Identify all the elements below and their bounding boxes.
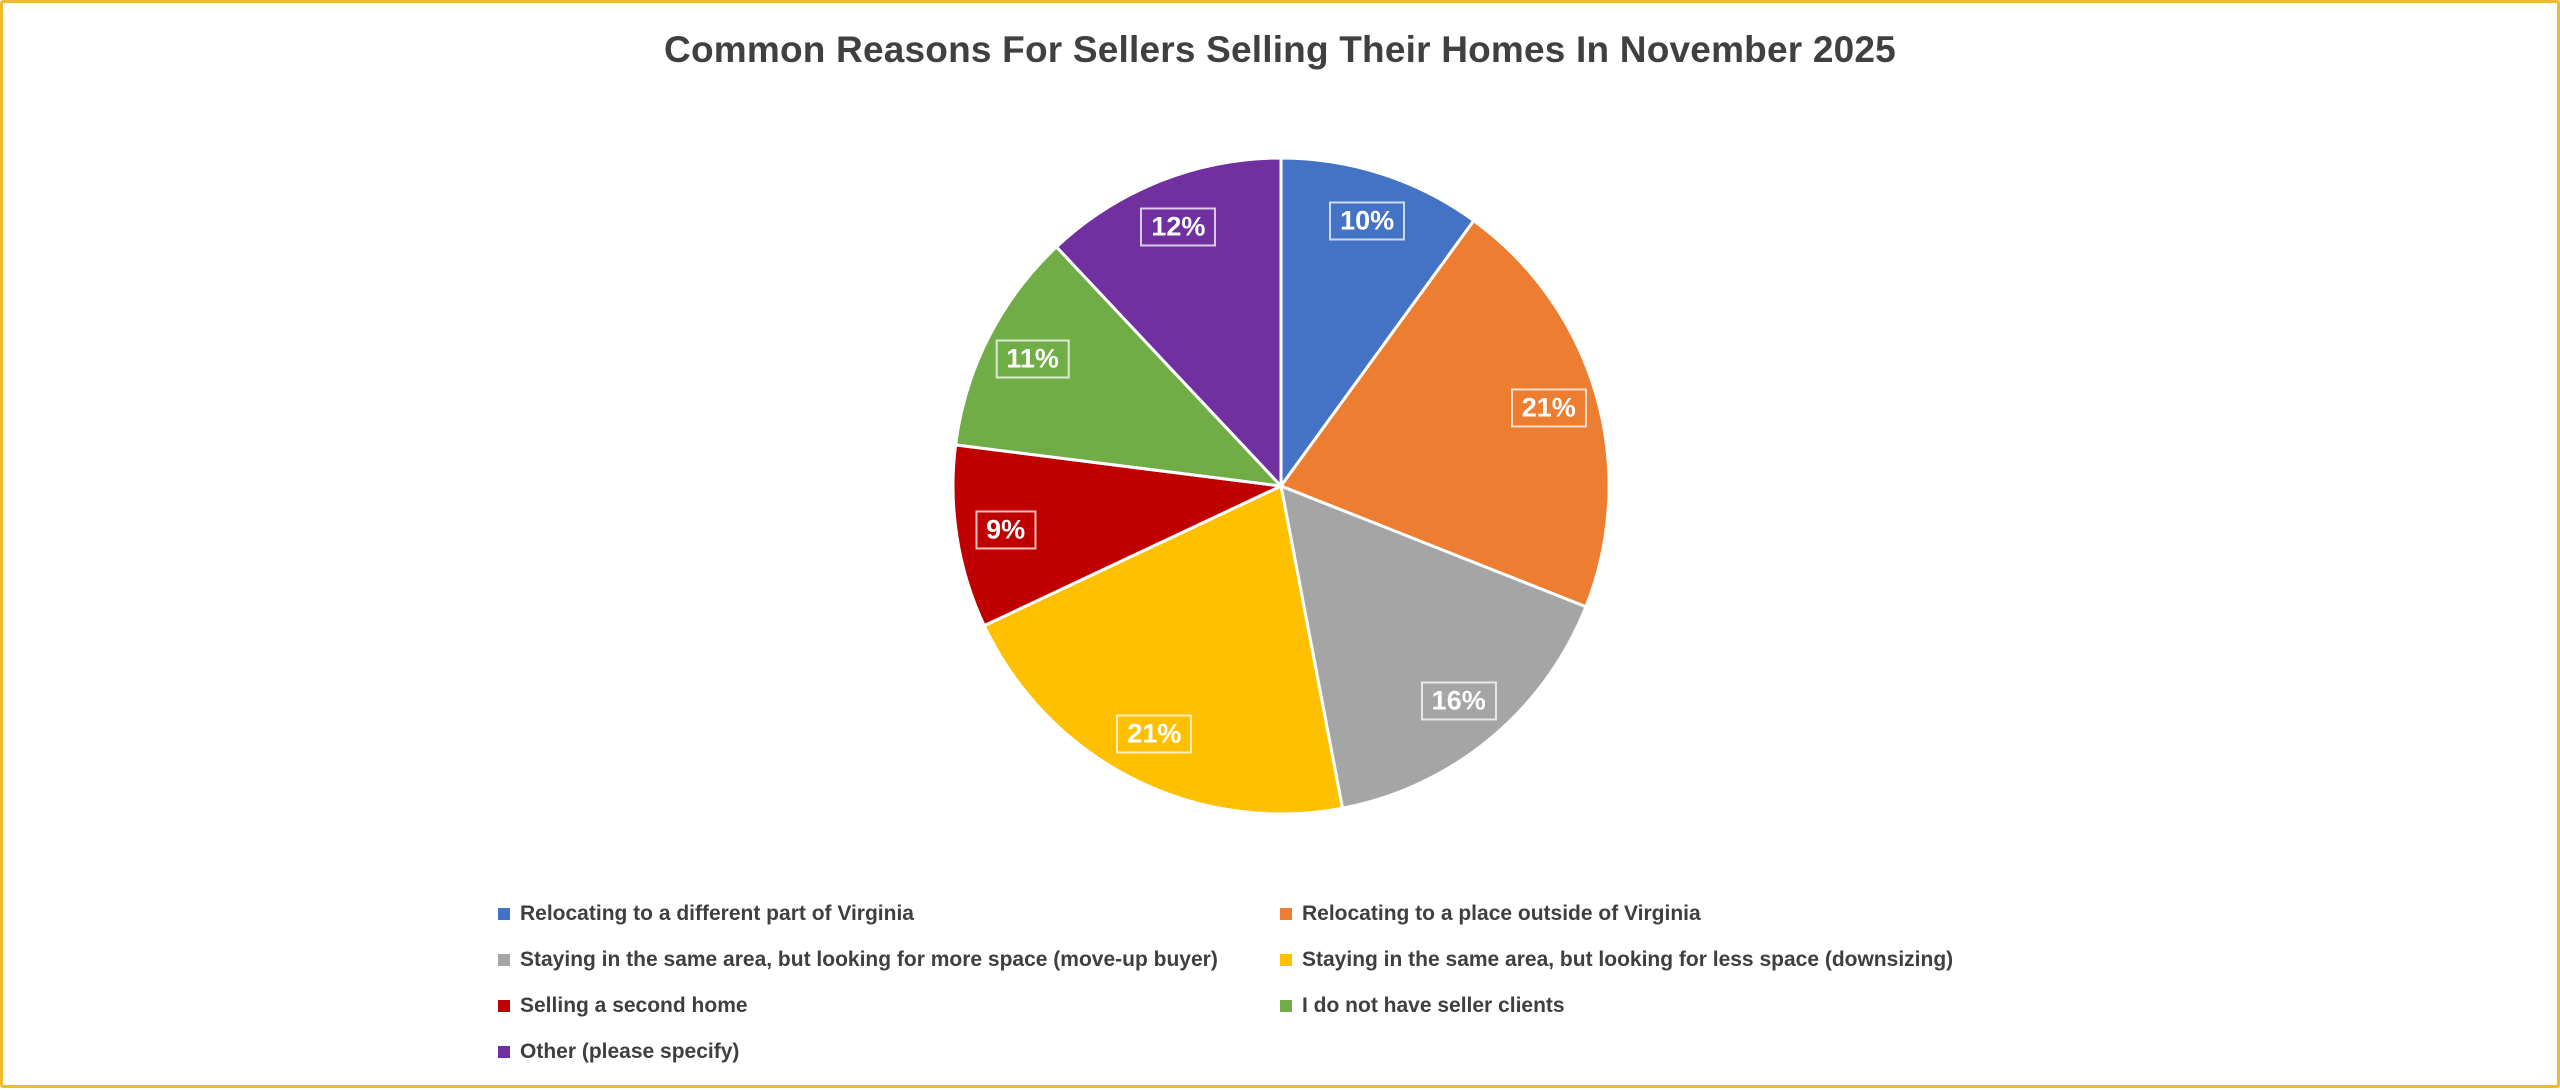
legend-marker-4	[498, 1000, 510, 1012]
pie-slice-2	[1279, 484, 1588, 810]
legend-marker-1	[1280, 908, 1292, 920]
legend-item-1: Relocating to a place outside of Virgini…	[1280, 902, 2062, 926]
chart-legend: Relocating to a different part of Virgin…	[498, 891, 2062, 1075]
pie-slice-3	[982, 484, 1344, 816]
legend-marker-0	[498, 908, 510, 920]
pie-slice-1	[1279, 219, 1611, 609]
legend-marker-2	[498, 954, 510, 966]
legend-item-4: Selling a second home	[498, 994, 1280, 1018]
slice-data-label-0: 10%	[1329, 201, 1406, 241]
slice-data-label-3: 21%	[1116, 714, 1193, 754]
legend-marker-5	[1280, 1000, 1292, 1012]
pie-slice-6	[1054, 156, 1283, 488]
legend-item-3: Staying in the same area, but looking fo…	[1280, 948, 2062, 972]
slice-data-label-6: 12%	[1140, 207, 1217, 247]
legend-label-0: Relocating to a different part of Virgin…	[520, 902, 914, 925]
legend-label-1: Relocating to a place outside of Virgini…	[1302, 902, 1701, 925]
legend-label-5: I do not have seller clients	[1302, 994, 1565, 1017]
pie-slice-5	[954, 245, 1283, 488]
legend-marker-3	[1280, 954, 1292, 966]
chart-title: Common Reasons For Sellers Selling Their…	[664, 29, 1896, 70]
legend-item-6: Other (please specify)	[498, 1040, 1280, 1064]
legend-item-0: Relocating to a different part of Virgin…	[498, 902, 1280, 926]
legend-item-5: I do not have seller clients	[1280, 994, 2062, 1018]
pie-chart	[951, 156, 1611, 816]
legend-label-4: Selling a second home	[520, 994, 748, 1017]
slice-data-label-2: 16%	[1420, 681, 1497, 721]
pie-slice-4	[951, 443, 1283, 628]
slice-data-label-1: 21%	[1510, 388, 1587, 428]
slice-data-label-5: 11%	[995, 339, 1070, 379]
legend-marker-6	[498, 1046, 510, 1058]
legend-label-3: Staying in the same area, but looking fo…	[1302, 948, 1954, 971]
legend-label-6: Other (please specify)	[520, 1040, 740, 1063]
legend-item-2: Staying in the same area, but looking fo…	[498, 948, 1280, 972]
slice-data-label-4: 9%	[975, 510, 1037, 550]
legend-label-2: Staying in the same area, but looking fo…	[520, 948, 1218, 971]
